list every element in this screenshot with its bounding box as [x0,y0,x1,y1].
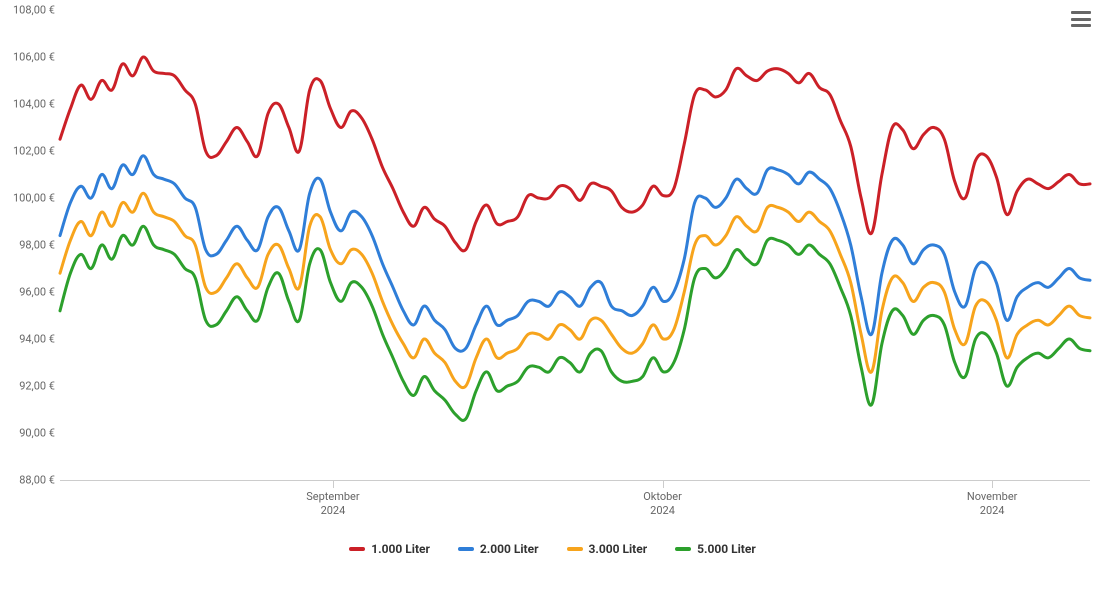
legend-swatch [675,547,691,551]
x-axis-line [60,480,1090,481]
y-tick-label: 88,00 € [5,474,55,487]
series-line [60,57,1090,251]
legend-label: 2.000 Liter [480,542,539,556]
y-tick-label: 108,00 € [5,4,55,17]
y-tick-label: 100,00 € [5,192,55,205]
price-chart: 88,00 € 90,00 € 92,00 € 94,00 € 96,00 € 98,00… [0,0,1105,602]
x-tick-mark [992,480,993,488]
series-line [60,156,1090,352]
chart-lines [60,10,1090,480]
legend-item[interactable]: 5.000 Liter [675,542,756,556]
legend-label: 1.000 Liter [371,542,430,556]
legend-swatch [458,547,474,551]
series-line [60,193,1090,387]
y-tick-label: 90,00 € [5,427,55,440]
legend-item[interactable]: 3.000 Liter [567,542,648,556]
x-tick-label: November2024 [932,490,1052,519]
legend-swatch [349,547,365,551]
y-tick-label: 106,00 € [5,51,55,64]
y-tick-label: 104,00 € [5,98,55,111]
legend-label: 5.000 Liter [697,542,756,556]
legend-label: 3.000 Liter [589,542,648,556]
y-tick-label: 96,00 € [5,286,55,299]
x-tick-label: September2024 [273,490,393,519]
chart-legend: 1.000 Liter 2.000 Liter 3.000 Liter 5.000 L… [0,542,1105,556]
legend-item[interactable]: 1.000 Liter [349,542,430,556]
x-tick-mark [333,480,334,488]
legend-item[interactable]: 2.000 Liter [458,542,539,556]
y-tick-label: 102,00 € [5,145,55,158]
x-tick-label: Oktober2024 [603,490,723,519]
y-tick-label: 92,00 € [5,380,55,393]
x-tick-mark [663,480,664,488]
y-tick-label: 94,00 € [5,333,55,346]
y-tick-label: 98,00 € [5,239,55,252]
legend-swatch [567,547,583,551]
